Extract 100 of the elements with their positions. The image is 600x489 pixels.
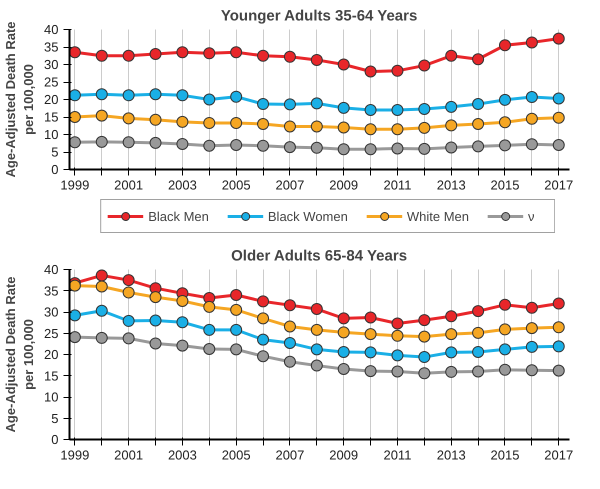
x-tick-label: 2009: [329, 448, 358, 462]
point: [418, 102, 430, 115]
point: [122, 332, 135, 344]
point: [445, 366, 458, 378]
point: [310, 324, 323, 336]
point: [70, 280, 81, 292]
point: [445, 346, 458, 358]
y-tick-label: 0: [51, 162, 59, 177]
point: [150, 136, 162, 149]
x-tick-label: 2005: [222, 178, 251, 192]
point: [552, 32, 565, 45]
point: [526, 340, 538, 353]
point: [203, 47, 216, 60]
point: [552, 112, 565, 124]
point: [498, 323, 511, 336]
point: [150, 114, 162, 126]
point: [203, 342, 216, 355]
point: [310, 303, 323, 316]
point: [257, 295, 270, 308]
point: [445, 100, 458, 113]
point: [418, 351, 430, 364]
point: [203, 300, 216, 313]
point: [526, 112, 538, 125]
point: [96, 332, 108, 344]
y-tick-label: 10: [44, 390, 59, 404]
point: [230, 116, 242, 129]
point: [70, 331, 81, 344]
point: [552, 340, 565, 352]
point: [472, 53, 484, 66]
point: [364, 312, 377, 324]
point: [70, 309, 81, 322]
point: [338, 58, 350, 70]
point: [526, 138, 538, 150]
x-tick-label: 2011: [383, 178, 412, 192]
point: [70, 89, 81, 102]
point: [70, 111, 81, 123]
y-tick-label: 30: [44, 304, 59, 320]
point: [526, 364, 538, 376]
x-tick-label: 2007: [275, 448, 304, 462]
point: [526, 36, 538, 48]
point: [150, 314, 162, 326]
x-tick-label: 2001: [114, 178, 144, 192]
x-tick-label: 2007: [275, 178, 304, 192]
point: [391, 123, 404, 136]
y-tick-label: 20: [44, 347, 59, 362]
x-tick-label: 1999: [60, 448, 90, 462]
point: [391, 142, 404, 154]
point: [472, 98, 484, 110]
point: [257, 350, 270, 362]
point: [418, 60, 430, 72]
point: [498, 116, 511, 128]
x-tick-label: 2015: [490, 178, 520, 192]
y-tick-label: 35: [44, 40, 59, 54]
point: [176, 116, 188, 128]
point: [310, 54, 323, 66]
point: [391, 317, 404, 330]
point: [472, 305, 484, 318]
point: [364, 123, 377, 136]
point: [338, 122, 350, 134]
x-tick-label: 2013: [436, 178, 466, 192]
point: [310, 142, 323, 154]
y-tick-label: 5: [51, 410, 59, 426]
point: [498, 139, 511, 152]
point: [445, 310, 458, 322]
point: [526, 322, 538, 334]
y-tick-label: 40: [44, 262, 59, 277]
point: [284, 120, 296, 132]
point: [418, 142, 430, 155]
y-tick-label: 0: [51, 432, 59, 447]
x-tick-label: 2003: [168, 448, 197, 462]
y-tick-label: 10: [44, 127, 59, 142]
y-axis-title: Age-Adjusted Death Rate per 100,000: [3, 276, 36, 433]
point: [364, 328, 377, 340]
point: [257, 50, 270, 62]
y-tick-label: 25: [44, 326, 59, 341]
y-tick-label: 40: [44, 22, 59, 37]
point: [284, 98, 296, 110]
point: [122, 89, 135, 102]
x-tick-label: 2001: [114, 448, 144, 462]
point: [418, 367, 430, 380]
point: [203, 140, 216, 152]
point: [284, 337, 296, 350]
point: [96, 110, 108, 122]
point: [150, 48, 162, 60]
point: [284, 320, 296, 332]
point: [230, 343, 242, 356]
y-tick-label: 30: [44, 57, 59, 72]
point: [391, 366, 404, 378]
point: [498, 39, 511, 52]
point: [176, 294, 188, 307]
point: [445, 50, 458, 62]
point: [418, 330, 430, 343]
chart-title: Older Adults 65-84 Years: [231, 248, 408, 264]
x-tick-label: 2009: [329, 178, 358, 192]
chart-title: Younger Adults 35-64 Years: [220, 8, 418, 24]
point: [418, 122, 430, 134]
point: [472, 140, 484, 152]
legend-label: Black Men: [148, 208, 209, 224]
point: [230, 289, 242, 301]
point: [310, 120, 323, 132]
